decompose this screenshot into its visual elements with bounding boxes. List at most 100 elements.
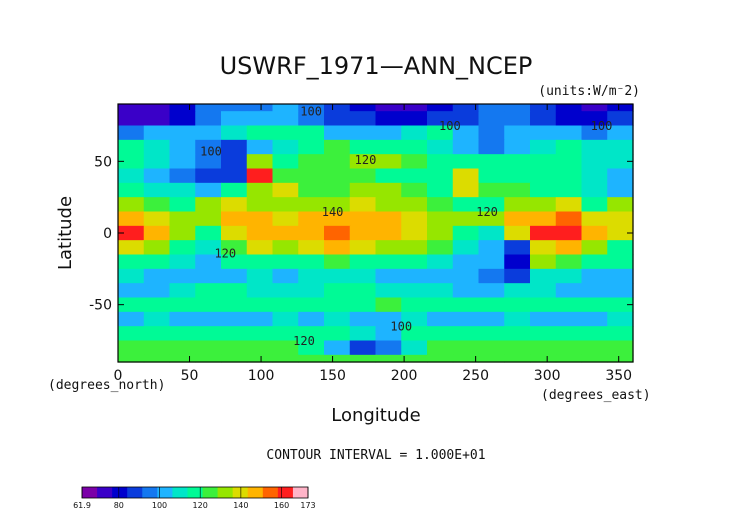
x-tick-label: 100 bbox=[248, 368, 275, 384]
x-tick-label: 350 bbox=[605, 368, 632, 384]
heat-cell bbox=[504, 104, 531, 112]
heat-cell bbox=[555, 182, 583, 198]
heat-cell bbox=[169, 104, 196, 112]
heat-cell bbox=[246, 297, 274, 313]
heat-cell bbox=[143, 268, 171, 284]
heat-cell bbox=[427, 340, 454, 356]
heat-cell bbox=[530, 197, 557, 213]
heat-cell bbox=[143, 354, 171, 363]
heat-cell bbox=[555, 125, 583, 141]
heat-cell bbox=[375, 139, 402, 155]
heat-cell bbox=[298, 254, 325, 270]
heat-cell bbox=[298, 139, 325, 155]
heat-cell bbox=[401, 182, 428, 198]
heat-cell bbox=[581, 111, 608, 127]
heat-cell bbox=[272, 326, 299, 342]
heat-cell bbox=[401, 311, 428, 327]
heat-cell bbox=[452, 225, 480, 241]
heat-cell bbox=[349, 254, 377, 270]
heat-cell bbox=[272, 283, 299, 299]
y-axis-title: Latitude bbox=[55, 196, 76, 270]
heat-cell bbox=[581, 240, 608, 256]
colorbar-tick-label: 100 bbox=[152, 501, 167, 510]
heat-cell bbox=[143, 311, 171, 327]
heat-cell bbox=[452, 254, 480, 270]
heat-cell bbox=[427, 168, 454, 184]
heat-cell bbox=[581, 311, 608, 327]
heat-cell bbox=[143, 154, 171, 170]
heat-cell bbox=[118, 297, 145, 313]
heat-cell bbox=[427, 297, 454, 313]
heat-cell bbox=[401, 211, 428, 227]
heat-cell bbox=[427, 104, 454, 112]
heat-cell bbox=[118, 168, 145, 184]
heat-cell bbox=[143, 139, 171, 155]
heat-cell bbox=[118, 326, 145, 342]
heat-cell bbox=[504, 182, 531, 198]
heat-cell bbox=[272, 111, 299, 127]
heat-cell bbox=[246, 354, 274, 363]
heat-cell bbox=[478, 326, 505, 342]
heat-cell bbox=[427, 182, 454, 198]
heat-cell bbox=[246, 111, 274, 127]
heat-cell bbox=[118, 254, 145, 270]
heat-cell bbox=[581, 168, 608, 184]
heat-cell bbox=[221, 268, 248, 284]
heat-cell bbox=[143, 326, 171, 342]
heat-cell bbox=[401, 154, 428, 170]
heat-cell bbox=[478, 297, 505, 313]
colorbar-swatch bbox=[247, 487, 264, 498]
heat-cell bbox=[401, 240, 428, 256]
heat-cell bbox=[246, 182, 274, 198]
heat-cell bbox=[452, 326, 480, 342]
heat-cell bbox=[324, 211, 351, 227]
colorbar-tick-label: 61.9 bbox=[73, 501, 91, 510]
heat-cell bbox=[143, 283, 171, 299]
heat-cell bbox=[169, 326, 196, 342]
heat-cell bbox=[221, 340, 248, 356]
heat-cell bbox=[581, 182, 608, 198]
heat-cell bbox=[298, 326, 325, 342]
heat-cell bbox=[401, 354, 428, 363]
heat-cell bbox=[427, 268, 454, 284]
x-tick-label: 0 bbox=[114, 368, 123, 384]
heat-cell bbox=[118, 111, 145, 127]
heat-cell bbox=[298, 197, 325, 213]
chart-title: USWRF_1971—ANN_NCEP bbox=[220, 52, 533, 80]
colorbar-tick-label: 160 bbox=[274, 501, 289, 510]
heat-cell bbox=[324, 154, 351, 170]
heat-cell bbox=[555, 354, 583, 363]
heat-cell bbox=[427, 139, 454, 155]
heat-cell bbox=[118, 240, 145, 256]
heat-cell bbox=[143, 197, 171, 213]
heat-cell bbox=[452, 139, 480, 155]
heat-cell bbox=[349, 311, 377, 327]
heat-cell bbox=[375, 104, 402, 112]
heat-cell bbox=[452, 154, 480, 170]
heat-cell bbox=[581, 254, 608, 270]
heat-cell bbox=[169, 111, 196, 127]
heat-cell bbox=[324, 111, 351, 127]
heat-cell bbox=[118, 154, 145, 170]
heat-cell bbox=[169, 268, 196, 284]
heat-cell bbox=[452, 283, 480, 299]
heat-cell bbox=[504, 211, 531, 227]
heat-cell bbox=[555, 154, 583, 170]
heat-cell bbox=[504, 268, 531, 284]
colorbar-swatch bbox=[172, 487, 188, 498]
heat-cell bbox=[272, 168, 299, 184]
heat-cell bbox=[504, 311, 531, 327]
heat-cell bbox=[555, 254, 583, 270]
heat-cell bbox=[298, 104, 325, 112]
heat-cell bbox=[478, 125, 505, 141]
heat-cell bbox=[452, 311, 480, 327]
heat-cell bbox=[324, 240, 351, 256]
heat-cell bbox=[478, 340, 505, 356]
heat-cell bbox=[324, 225, 351, 241]
colorbar-swatch bbox=[262, 487, 279, 498]
heat-cell bbox=[324, 326, 351, 342]
heat-cell bbox=[530, 254, 557, 270]
heat-cell bbox=[324, 254, 351, 270]
heat-cell bbox=[143, 225, 171, 241]
heat-cell bbox=[169, 283, 196, 299]
